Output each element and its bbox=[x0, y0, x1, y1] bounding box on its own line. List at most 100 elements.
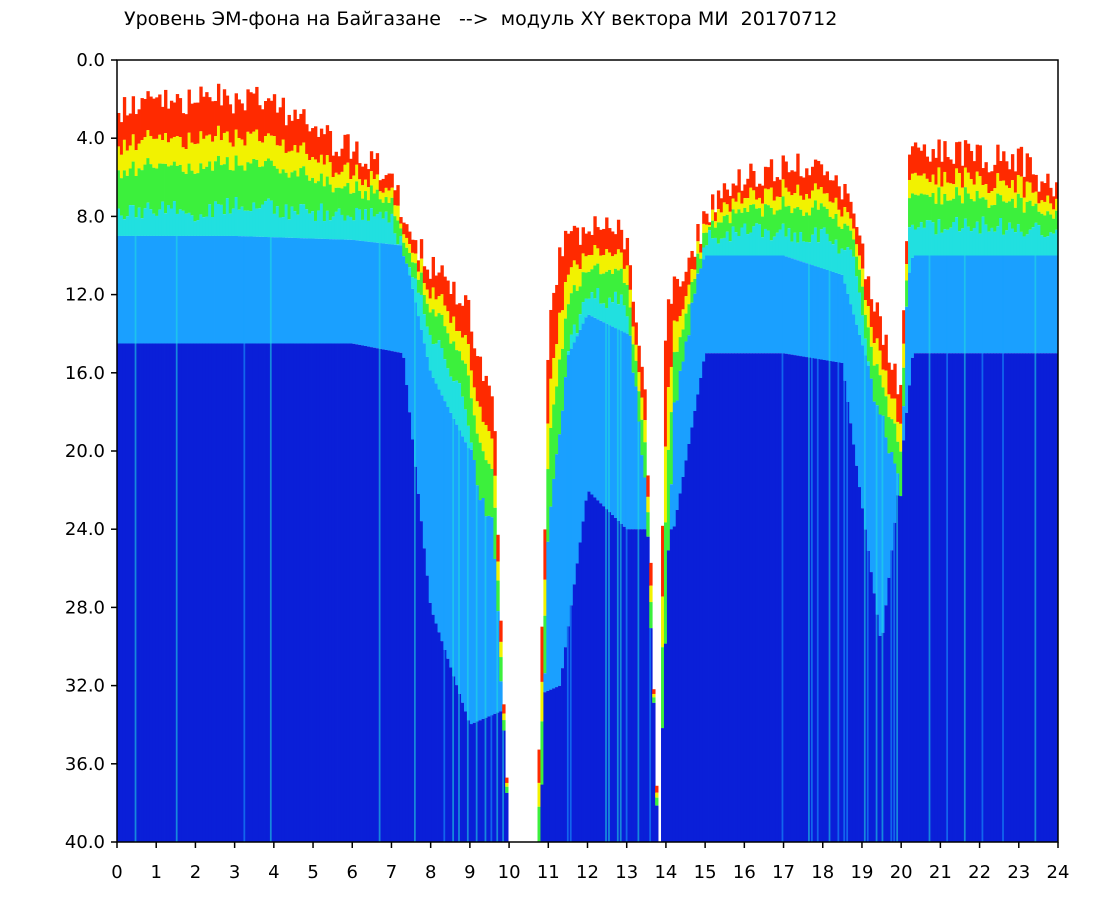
spectrogram-column bbox=[472, 348, 477, 842]
spectrogram-cell bbox=[425, 303, 430, 327]
spectrogram-column bbox=[831, 180, 835, 842]
spectrogram-cell bbox=[940, 161, 944, 187]
spectrogram-cell bbox=[1019, 197, 1024, 232]
spectrogram-cell bbox=[169, 138, 174, 166]
spectrogram-cell bbox=[796, 260, 800, 356]
spectrogram-cell bbox=[963, 167, 968, 188]
spectrogram-column bbox=[361, 166, 365, 842]
spectrogram-cell bbox=[152, 98, 156, 139]
spectrogram-column bbox=[216, 83, 221, 842]
spectrogram-cell bbox=[172, 235, 177, 344]
spectrogram-cell bbox=[128, 235, 133, 344]
spectrogram-cell bbox=[572, 260, 577, 286]
spectrogram-cell bbox=[616, 270, 621, 305]
spectrogram-cell bbox=[719, 353, 724, 842]
spectrogram-cell bbox=[481, 451, 485, 498]
spectrogram-column bbox=[205, 92, 209, 842]
spectrogram-cell bbox=[211, 101, 215, 142]
spectrogram-cell bbox=[1052, 218, 1056, 234]
spectrogram-cell bbox=[166, 205, 171, 236]
spectrogram-cell bbox=[587, 231, 591, 256]
spectrogram-cell bbox=[643, 442, 647, 478]
spectrogram-cell bbox=[711, 255, 715, 354]
spectrogram-cell bbox=[1019, 176, 1024, 198]
spectrogram-cell bbox=[261, 236, 265, 344]
spectrogram-column bbox=[1055, 182, 1059, 842]
spectrogram-cell bbox=[537, 749, 541, 783]
spectrogram-cell bbox=[711, 209, 715, 221]
spectrogram-cell bbox=[581, 323, 585, 522]
spectrogram-cell bbox=[661, 596, 665, 648]
spectrogram-cell bbox=[437, 272, 441, 297]
spectrogram-cell bbox=[322, 186, 327, 222]
spectrogram-cell bbox=[246, 343, 250, 842]
spectrogram-column bbox=[843, 183, 847, 843]
spectrogram-cell bbox=[972, 227, 977, 256]
spectrogram-cell bbox=[487, 385, 491, 432]
spectrogram-cell bbox=[390, 213, 394, 245]
spectrogram-cell bbox=[552, 358, 556, 405]
spectrogram-cell bbox=[193, 343, 197, 842]
spectrogram-cell bbox=[996, 353, 1000, 842]
spectrogram-column bbox=[699, 243, 703, 842]
spectrogram-column bbox=[828, 180, 832, 843]
spectrogram-cell bbox=[696, 273, 700, 395]
spectrogram-cell bbox=[266, 133, 271, 159]
spectrogram-cell bbox=[169, 208, 174, 236]
spectrogram-streak bbox=[619, 331, 622, 842]
spectrogram-cell bbox=[481, 421, 485, 452]
spectrogram-cell bbox=[978, 353, 982, 842]
spectrogram-cell bbox=[490, 468, 494, 518]
spectrogram-cell bbox=[381, 243, 385, 350]
spectrogram-cell bbox=[652, 693, 656, 698]
spectrogram-cell bbox=[305, 343, 309, 842]
spectrogram-cell bbox=[161, 106, 165, 141]
spectrogram-cell bbox=[125, 343, 130, 842]
spectrogram-cell bbox=[275, 343, 280, 842]
spectrogram-cell bbox=[381, 202, 385, 219]
spectrogram-cell bbox=[419, 239, 424, 259]
spectrogram-streak bbox=[490, 517, 493, 842]
spectrogram-cell bbox=[1049, 214, 1053, 233]
spectrogram-column bbox=[622, 249, 627, 842]
spectrogram-column bbox=[146, 91, 150, 842]
spectrogram-column bbox=[708, 222, 712, 842]
spectrogram-cell bbox=[405, 237, 409, 248]
spectrogram-cell bbox=[669, 529, 674, 842]
y-tick-label: 8.0 bbox=[76, 206, 105, 227]
spectrogram-cell bbox=[746, 198, 750, 212]
spectrogram-cell bbox=[443, 326, 447, 360]
spectrogram-cell bbox=[769, 255, 774, 354]
spectrogram-cell bbox=[731, 183, 735, 199]
spectrogram-cell bbox=[237, 236, 241, 344]
spectrogram-cell bbox=[463, 442, 468, 712]
spectrogram-cell bbox=[1010, 353, 1015, 842]
spectrogram-cell bbox=[737, 192, 741, 210]
spectrogram-cell bbox=[581, 227, 585, 254]
spectrogram-column bbox=[966, 143, 971, 842]
spectrogram-column bbox=[819, 164, 824, 842]
spectrogram-cell bbox=[181, 171, 186, 211]
spectrogram-cell bbox=[916, 175, 921, 196]
spectrogram-cell bbox=[690, 302, 694, 428]
spectrogram-cell bbox=[399, 228, 403, 237]
spectrogram-cell bbox=[299, 168, 303, 205]
spectrogram-cell bbox=[540, 626, 544, 682]
spectrogram-cell bbox=[299, 204, 303, 239]
spectrogram-cell bbox=[602, 303, 606, 323]
spectrogram-cell bbox=[822, 175, 827, 194]
spectrogram-column bbox=[155, 97, 159, 842]
spectrogram-cell bbox=[958, 173, 962, 196]
spectrogram-cell bbox=[346, 239, 350, 344]
spectrogram-cell bbox=[628, 335, 633, 530]
spectrogram-cell bbox=[616, 219, 621, 250]
spectrogram-cell bbox=[640, 529, 644, 842]
spectrogram-column bbox=[499, 620, 503, 842]
spectrogram-column bbox=[969, 150, 974, 842]
spectrogram-cell bbox=[884, 334, 888, 371]
spectrogram-cell bbox=[490, 438, 494, 469]
spectrogram-cell bbox=[931, 174, 935, 194]
spectrogram-cell bbox=[893, 423, 897, 464]
spectrogram-cell bbox=[708, 226, 712, 231]
spectrogram-cell bbox=[1040, 200, 1044, 214]
